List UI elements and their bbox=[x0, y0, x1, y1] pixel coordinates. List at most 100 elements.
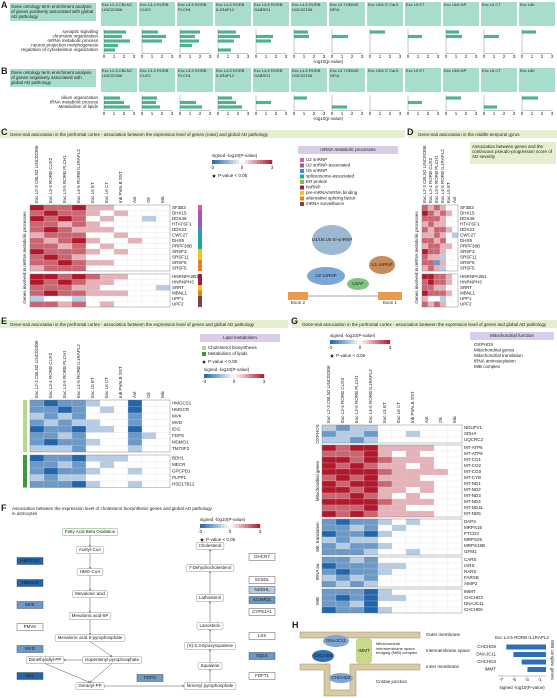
inner-membrane-shape bbox=[299, 663, 421, 697]
heatmap-cell bbox=[363, 504, 379, 512]
diagram-label: U2AF bbox=[352, 281, 364, 286]
heatmap-cell bbox=[363, 486, 379, 494]
heatmap-cell bbox=[99, 204, 115, 211]
colorbar-segment bbox=[257, 160, 261, 164]
heatmap-cell bbox=[321, 486, 337, 494]
enzyme-label: FDFT1 bbox=[255, 673, 269, 678]
heatmap-cell bbox=[427, 259, 435, 266]
box-header bbox=[298, 146, 398, 154]
heatmap-cell bbox=[349, 486, 365, 494]
heatmap-cell bbox=[405, 574, 421, 582]
pvalue-note: P-value < 0.05 bbox=[336, 353, 366, 358]
heatmap-cell bbox=[433, 237, 441, 244]
heatmap-cell bbox=[421, 248, 429, 255]
diagram-label: U1 snRNP bbox=[371, 262, 392, 267]
column-label: Ast bbox=[132, 391, 137, 398]
celltype-header bbox=[101, 68, 137, 92]
column-label: Inh PVALB SST bbox=[118, 366, 123, 398]
heatmap-cell bbox=[113, 454, 129, 462]
category-label: alternative splicing factor bbox=[306, 196, 356, 201]
colorbar-segment bbox=[254, 160, 258, 164]
heatmap-cell bbox=[433, 436, 449, 444]
heatmap-cell bbox=[321, 480, 337, 488]
significance-star bbox=[330, 354, 334, 358]
heatmap-cell bbox=[127, 432, 143, 440]
heatmap-cell bbox=[43, 480, 59, 488]
enzyme-box bbox=[136, 674, 164, 682]
row-label: DNAJC11 bbox=[464, 601, 484, 606]
celltype-header bbox=[177, 68, 213, 92]
bar bbox=[180, 30, 200, 34]
heatmap-cell bbox=[363, 424, 379, 432]
heatmap-cell bbox=[419, 548, 435, 556]
celltype-label: Exc L5 ET bbox=[406, 68, 425, 73]
enzyme-box bbox=[16, 579, 44, 587]
heatmap-cell bbox=[99, 248, 115, 255]
heatmap-cell bbox=[451, 301, 459, 308]
bar bbox=[294, 30, 308, 34]
legend-title: signed -log10(P-value) bbox=[212, 153, 258, 158]
heatmap-cell bbox=[71, 419, 87, 427]
heatmap-cell bbox=[363, 600, 379, 608]
column-label: Inh PVALB SST bbox=[410, 391, 415, 423]
heatmap-cell bbox=[99, 243, 115, 250]
heatmap-cell bbox=[141, 215, 157, 222]
bar bbox=[218, 105, 242, 109]
heatmap-cell bbox=[391, 486, 407, 494]
heatmap-cell bbox=[391, 436, 407, 444]
term-label: regulation of cytoskeleton organization bbox=[21, 47, 98, 52]
column-label: Mic bbox=[160, 195, 165, 203]
x-tick-label: 0 bbox=[255, 54, 258, 59]
heatmap-cell bbox=[29, 295, 45, 302]
celltype-label: Exc L2-3 CBLN2 LINC02306 bbox=[102, 68, 132, 78]
heatmap-cell bbox=[85, 259, 101, 266]
celltype-header bbox=[481, 68, 517, 92]
heatmap-cell bbox=[349, 600, 365, 608]
heatmap-cell bbox=[85, 290, 101, 297]
heatmap-cell bbox=[141, 254, 157, 261]
heatmap-cell bbox=[433, 301, 441, 308]
celltype-header bbox=[215, 2, 251, 26]
heatmap-cell bbox=[141, 474, 157, 482]
heatmap-cell bbox=[29, 221, 45, 228]
heatmap-cell bbox=[433, 536, 449, 544]
x-tick-label: 2 bbox=[275, 54, 278, 59]
heatmap-cell bbox=[113, 221, 129, 228]
category-label: pre-mRNA/mRNA binding bbox=[306, 190, 358, 195]
heatmap-cell bbox=[427, 232, 435, 239]
colorbar-tick-label: -3 bbox=[328, 345, 332, 350]
box-item: OXPHOS bbox=[474, 342, 493, 347]
celltype-label: Exc L5 ET bbox=[406, 2, 425, 7]
row-label: MT-ND4L bbox=[464, 505, 484, 510]
heatmap-cell bbox=[427, 254, 435, 261]
heatmap-cell bbox=[155, 480, 171, 488]
heatmap-cell bbox=[445, 237, 453, 244]
heatmap-cell bbox=[439, 279, 447, 286]
heatmap-cell bbox=[43, 432, 59, 440]
celltype-label: Exc L4-5 RORB LINC02196 bbox=[292, 68, 321, 78]
heatmap-cell bbox=[71, 295, 87, 302]
heatmap-cell bbox=[155, 279, 171, 286]
x-tick-label: 0 bbox=[483, 54, 486, 59]
heatmap-cell bbox=[29, 454, 45, 462]
celltype-header bbox=[519, 68, 555, 92]
y-tick-label: DNAJC11 bbox=[476, 652, 496, 657]
category-strip bbox=[198, 210, 202, 216]
bar bbox=[218, 100, 236, 105]
column-label: Inh PVALB SST bbox=[118, 171, 123, 203]
bar bbox=[104, 100, 124, 105]
heatmap-cell bbox=[447, 588, 463, 596]
colorbar-tick-label: 0 bbox=[241, 165, 244, 170]
heatmap-cell bbox=[335, 444, 351, 452]
heatmap-cell bbox=[71, 273, 87, 280]
heatmap-cell bbox=[363, 468, 379, 476]
row-label: MT-CO2 bbox=[464, 463, 481, 468]
heatmap-cell bbox=[377, 536, 393, 544]
heatmap-cell bbox=[433, 243, 441, 250]
heatmap-cell bbox=[85, 467, 101, 475]
heatmap-cell bbox=[421, 273, 429, 280]
heatmap-cell bbox=[155, 461, 171, 469]
heatmap-cell bbox=[29, 243, 45, 250]
heatmap-cell bbox=[439, 259, 447, 266]
column-label: Exc L5 ET bbox=[90, 182, 95, 203]
